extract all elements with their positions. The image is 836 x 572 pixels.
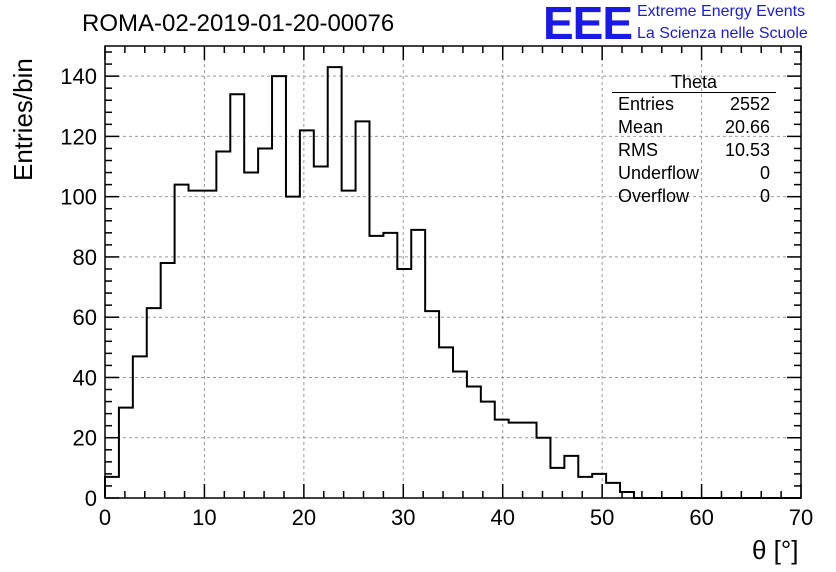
histogram-bin: [439, 347, 453, 498]
eee-logo: EEE: [543, 0, 633, 49]
axis-ticks: [104, 46, 802, 499]
histogram-bin: [161, 263, 175, 498]
stats-value: 2552: [729, 94, 770, 114]
y-tick-label: 80: [73, 245, 97, 270]
x-tick-label: 20: [292, 505, 316, 530]
stats-value: 0: [759, 163, 770, 183]
stats-row-mean: Mean 20.66: [612, 116, 776, 139]
histogram-bin: [397, 269, 411, 498]
x-axis-label: θ [°]: [752, 535, 799, 565]
y-tick-label: 140: [60, 64, 97, 89]
histogram-bars: [104, 66, 801, 499]
stats-label: Overflow: [618, 186, 690, 206]
x-tick-label: 60: [689, 505, 713, 530]
histogram-outline: [104, 66, 801, 499]
histogram-bin: [147, 308, 161, 498]
logo-line-1: Extreme Energy Events: [637, 3, 806, 20]
y-tick-label: 60: [73, 305, 97, 330]
histogram-bin: [453, 371, 467, 498]
stats-label: RMS: [618, 140, 658, 160]
y-tick-label: 120: [60, 124, 97, 149]
histogram-bin: [606, 483, 620, 498]
histogram-bin: [411, 230, 425, 498]
y-tick-label: 20: [73, 426, 97, 451]
x-tick-label: 0: [99, 505, 111, 530]
histogram-bin: [258, 148, 272, 498]
histogram-bin: [383, 233, 397, 498]
histogram-bin: [328, 67, 342, 498]
y-axis-label: Entries/bin: [8, 58, 38, 181]
histogram-bin: [356, 121, 370, 498]
stats-label: Entries: [618, 94, 675, 114]
histogram-bin: [481, 402, 495, 498]
histogram-bin: [342, 191, 356, 498]
histogram-bin: [272, 76, 286, 498]
histogram-bin: [467, 387, 481, 498]
x-tick-label: 30: [391, 505, 415, 530]
histogram-bin: [537, 438, 551, 498]
stats-row-rms: RMS 10.53: [612, 139, 776, 162]
histogram-bin: [425, 311, 439, 498]
histogram-bin: [216, 151, 230, 498]
histogram-bin: [592, 474, 606, 498]
histogram-bin: [133, 356, 147, 498]
stats-row-overflow: Overflow 0: [612, 185, 776, 208]
x-tick-label: 50: [590, 505, 614, 530]
histogram-bin: [119, 408, 133, 498]
histogram-bin: [189, 191, 203, 498]
stats-value: 10.53: [724, 140, 770, 160]
tick-labels: 0 10 20 30 40 50 60 70 0 20 40 60 80 100 120 140: [60, 64, 813, 530]
chart-title: ROMA-02-2019-01-20-00076: [82, 10, 395, 37]
stats-box: Theta Entries 2552 Mean 20.66 RMS 10.53 …: [612, 72, 776, 208]
x-tick-label: 70: [789, 505, 813, 530]
plot-frame: [104, 45, 802, 499]
histogram-bin: [300, 130, 314, 498]
logo-line-2: La Scienza nelle Scuole: [637, 25, 808, 42]
histogram-bin: [523, 423, 537, 498]
histogram-bin: [202, 191, 216, 498]
histogram-bin: [105, 477, 119, 498]
stats-value: 20.66: [724, 117, 770, 137]
x-tick-label: 40: [490, 505, 514, 530]
y-tick-label: 0: [85, 486, 97, 511]
histogram-bin: [286, 197, 300, 498]
stats-label: Underflow: [618, 163, 700, 183]
stats-row-entries: Entries 2552: [612, 93, 776, 116]
y-tick-label: 40: [73, 365, 97, 390]
stats-title: Theta: [612, 72, 776, 93]
stats-label: Mean: [618, 117, 664, 137]
histogram-bin: [564, 456, 578, 498]
grid-lines: [105, 46, 801, 498]
x-tick-label: 10: [192, 505, 216, 530]
stats-value: 0: [759, 186, 770, 206]
y-tick-label: 100: [60, 185, 97, 210]
stats-row-underflow: Underflow 0: [612, 162, 776, 185]
histogram-bin: [369, 236, 383, 498]
histogram-bin: [314, 167, 328, 498]
histogram-bin: [175, 185, 189, 498]
histogram-bin: [244, 173, 258, 498]
histogram-bin: [495, 420, 509, 498]
histogram-bin: [578, 477, 592, 498]
histogram-bin: [509, 423, 523, 498]
